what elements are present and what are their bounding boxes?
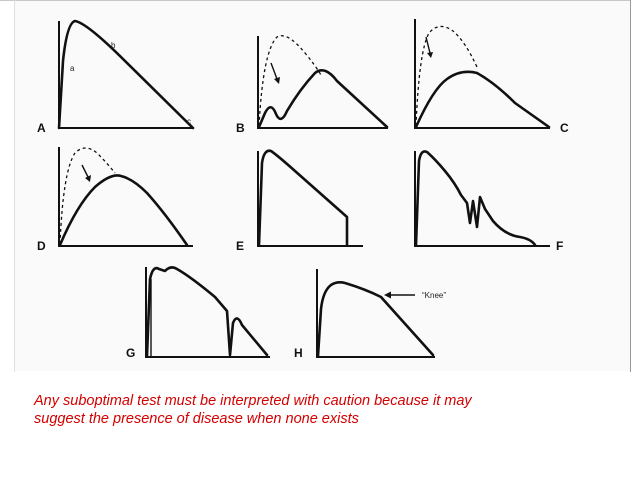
panel-b-axes bbox=[257, 36, 388, 129]
panel-b-curve bbox=[257, 69, 389, 129]
caption: Any suboptimal test must be interpreted … bbox=[34, 392, 594, 428]
panel-c: C bbox=[414, 19, 569, 135]
panel-a-axes bbox=[58, 21, 193, 129]
panel-b: B bbox=[236, 35, 389, 135]
panel-a-annotation-a: a bbox=[70, 64, 75, 73]
panel-a-annotation-b: b bbox=[111, 41, 116, 50]
panel-c-expected-curve bbox=[415, 25, 478, 127]
caption-line-1: Any suboptimal test must be interpreted … bbox=[34, 393, 472, 409]
panel-a-annotation-c: c bbox=[187, 117, 191, 126]
slide-top-border bbox=[0, 0, 630, 1]
slide-left-border bbox=[14, 0, 15, 372]
panel-d-arrow bbox=[81, 164, 89, 178]
panel-g-curve bbox=[145, 266, 269, 358]
panel-h: “Knee” H bbox=[294, 269, 446, 360]
panel-h-curve bbox=[316, 281, 435, 358]
panel-g-axes bbox=[145, 267, 270, 358]
panel-c-label: C bbox=[560, 121, 569, 135]
panel-b-expected-curve bbox=[258, 35, 322, 127]
panel-c-arrow bbox=[425, 36, 431, 54]
panel-h-axes bbox=[316, 269, 435, 358]
panel-d-arrow-head bbox=[85, 175, 91, 182]
panel-a-label: A bbox=[37, 121, 46, 135]
panel-d-expected-curve bbox=[59, 147, 116, 245]
slide-right-border bbox=[630, 0, 631, 372]
panel-h-knee-arrow-head bbox=[384, 291, 391, 299]
panel-b-arrow-head bbox=[274, 77, 280, 84]
panel-c-arrow-head bbox=[427, 52, 433, 58]
panel-g-label: G bbox=[126, 346, 135, 360]
panel-f-label: F bbox=[556, 239, 563, 253]
panel-d-label: D bbox=[37, 239, 46, 253]
panel-c-axes bbox=[414, 19, 550, 129]
panel-h-label: H bbox=[294, 346, 303, 360]
panel-a: A a b c bbox=[37, 19, 195, 135]
panel-g: G bbox=[126, 266, 270, 360]
panel-a-curve bbox=[57, 19, 195, 130]
flow-volume-curves-figure: A a b c B C bbox=[15, 1, 630, 371]
panel-f: F bbox=[414, 150, 563, 253]
panel-h-knee-label: “Knee” bbox=[422, 291, 446, 300]
panel-d-axes bbox=[58, 147, 193, 247]
panel-b-label: B bbox=[236, 121, 245, 135]
panel-c-curve bbox=[414, 70, 551, 129]
panel-e-curve bbox=[257, 149, 349, 247]
panel-d: D bbox=[37, 147, 193, 253]
panel-e-axes bbox=[257, 151, 363, 247]
figure-svg: A a b c B C bbox=[37, 19, 569, 360]
panel-f-axes bbox=[414, 151, 550, 247]
panel-e-label: E bbox=[236, 239, 244, 253]
caption-line-2: suggest the presence of disease when non… bbox=[34, 411, 359, 427]
panel-b-arrow bbox=[270, 62, 278, 80]
panel-e: E bbox=[236, 149, 363, 253]
panel-d-curve bbox=[58, 174, 189, 247]
panel-f-curve bbox=[414, 150, 537, 247]
